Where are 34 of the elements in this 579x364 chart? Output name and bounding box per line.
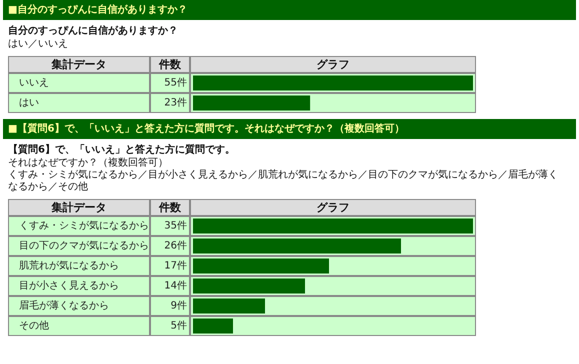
x-axis-title: グラフ [316,201,350,214]
bar [193,258,329,274]
y-tick-label: くすみ・シミが気になるから [19,220,149,232]
y-tick-label: その他 [19,320,49,332]
bar [193,298,265,314]
bar [193,278,305,294]
y-axis-title: 集計データ [50,201,106,214]
bar [193,238,401,254]
data-label: 26件 [164,240,187,252]
y-tick-label: 目が小さく見えるから [19,280,119,292]
text: くすみ・シミが気になるから／目が小さく見えるから／肌荒れが気になるから／目の下のクマが気になるから／眉毛が薄くなるから／その他 [8,168,558,192]
chart-subtitle: 【質問6】で、「いいえ」と答えた方に質問です。 [8,144,235,156]
data-label: 14件 [164,280,187,292]
data-label: 23件 [164,98,187,108]
bar [193,318,233,334]
y-axis-title: 集計データ [50,58,106,71]
data-label: 17件 [164,260,187,272]
y-tick-label: いいえ [19,78,49,88]
y-tick-label: 肌荒れが気になるから [19,260,119,272]
y-tick-label: 目の下のクマが気になるから [19,240,149,252]
y-tick-label: はい [19,98,39,108]
data-label: 9件 [170,300,187,312]
text: それはなぜですか？（複数回答可） [8,156,168,168]
data-label: 35件 [164,220,187,232]
y-tick-label: 眉毛が薄くなるから [19,300,109,312]
text: はい／いいえ [8,38,68,50]
data-label: 5件 [170,320,187,332]
text: ■自分のすっぴんに自信がありますか？ [8,4,188,16]
data-label: 55件 [164,78,187,88]
x-axis-title: グラフ [316,58,350,71]
y2-axis-title: 件数 [158,58,182,71]
text: 自分のすっぴんに自信がありますか？ [8,24,178,36]
chart-title: ■【質問6】で、「いいえ」と答えた方に質問です。それはなぜですか？（複数回答可） [8,122,404,134]
y2-axis-title: 件数 [158,201,182,214]
